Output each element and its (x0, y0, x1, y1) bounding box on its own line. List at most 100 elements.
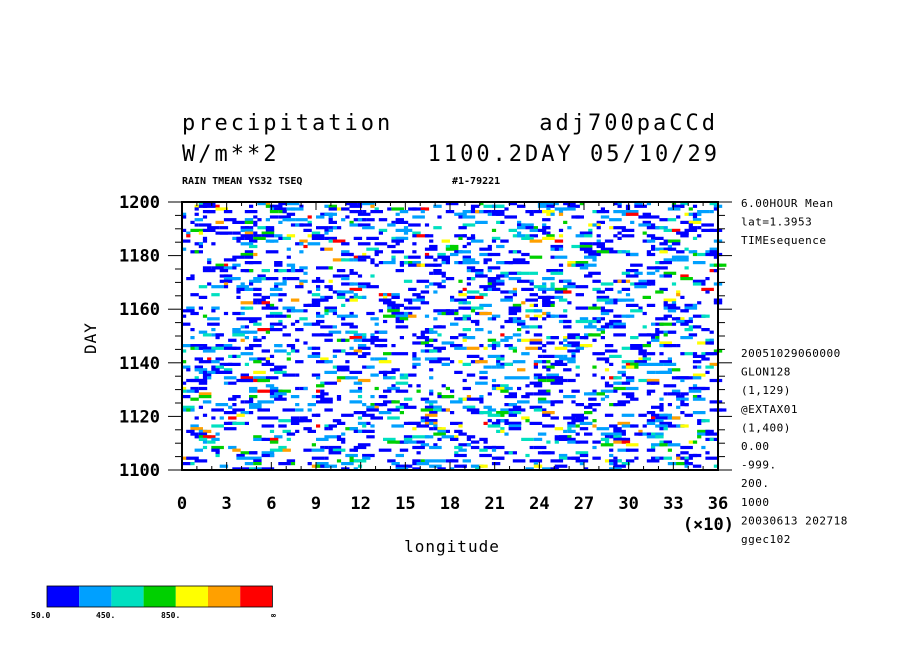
heatmap-cell (621, 250, 626, 254)
heatmap-cell (303, 303, 312, 307)
heatmap-cell (366, 405, 375, 409)
heatmap-cell (424, 435, 434, 439)
heatmap-cell (697, 212, 702, 216)
heatmap-cell (671, 392, 681, 396)
heatmap-cell (529, 381, 543, 385)
heatmap-cell (328, 427, 333, 431)
heatmap-cell (537, 325, 543, 329)
heatmap-cell (630, 309, 643, 313)
heatmap-cell (253, 252, 258, 257)
heatmap-cell (592, 373, 597, 377)
heatmap-cell (211, 445, 224, 450)
heatmap-cell (269, 325, 275, 329)
heatmap-cell (479, 453, 492, 458)
heatmap-cell (433, 258, 438, 262)
heatmap-cell (504, 319, 517, 324)
heatmap-cell (190, 274, 195, 278)
heatmap-cell (286, 212, 296, 216)
heatmap-cell (508, 403, 517, 407)
heatmap-cell (311, 303, 321, 307)
heatmap-cell (575, 403, 584, 407)
heatmap-cell (223, 381, 229, 385)
heatmap-cell (282, 448, 291, 452)
heatmap-cell (542, 303, 551, 307)
heatmap-cell (437, 255, 450, 259)
heatmap-cell (592, 242, 605, 246)
heatmap-cell (705, 432, 718, 436)
heatmap-cell (659, 322, 672, 326)
heatmap-cell (303, 386, 308, 391)
heatmap-cell (466, 397, 471, 401)
heatmap-cell (487, 338, 497, 342)
heatmap-cell (500, 290, 513, 294)
heatmap-cell (387, 440, 400, 444)
heatmap-cell (253, 336, 258, 340)
heatmap-cell (584, 250, 597, 254)
heatmap-cell (450, 344, 463, 348)
heatmap-cell (349, 287, 363, 291)
heatmap-cell (546, 368, 551, 372)
heatmap-cell (299, 419, 312, 423)
heatmap-cell (433, 263, 442, 267)
heatmap-cell (316, 236, 321, 240)
heatmap-cell (336, 376, 350, 380)
heatmap-cell (630, 344, 643, 348)
heatmap-cell (253, 231, 258, 235)
title-right: adj700paCCd (539, 111, 718, 136)
heatmap-cell (563, 395, 576, 399)
heatmap-cell (253, 338, 262, 342)
heatmap-cell (651, 244, 656, 249)
heatmap-cell (575, 306, 589, 310)
heatmap-cell (429, 360, 442, 364)
heatmap-cell (571, 282, 576, 286)
heatmap-cell (240, 311, 245, 316)
side-info-line: 200. (741, 477, 770, 490)
heatmap-cell (202, 435, 216, 439)
heatmap-cell (604, 384, 614, 388)
heatmap-cell (328, 218, 333, 222)
heatmap-cell (470, 309, 476, 313)
colorbar-swatch (47, 586, 80, 607)
heatmap-cell (261, 234, 275, 238)
heatmap-cell (525, 314, 530, 318)
heatmap-cell (249, 261, 262, 265)
heatmap-cell (533, 408, 547, 412)
heatmap-cell (563, 290, 572, 294)
side-info-line: lat=1.3953 (741, 216, 812, 229)
heatmap-cell (546, 311, 551, 316)
heatmap-cell (286, 277, 300, 281)
heatmap-cell (311, 322, 321, 326)
heatmap-cell (299, 239, 308, 243)
heatmap-cell (186, 456, 199, 460)
heatmap-cell (462, 397, 467, 401)
heatmap-cell (269, 311, 283, 316)
heatmap-cell (697, 210, 706, 214)
heatmap-cell (546, 212, 551, 216)
heatmap-cell (240, 338, 245, 342)
heatmap-cell (236, 453, 245, 458)
heatmap-cell (592, 303, 597, 307)
heatmap-cell (470, 239, 484, 243)
heatmap-cell (408, 287, 417, 291)
heatmap-cell (240, 325, 245, 329)
heatmap-cell (336, 269, 346, 273)
heatmap-cell (684, 306, 698, 310)
heatmap-cell (667, 443, 681, 447)
heatmap-cell (517, 261, 530, 265)
heatmap-cell (408, 314, 417, 318)
heatmap-cell (441, 341, 455, 345)
heatmap-cell (198, 360, 212, 364)
heatmap-cell (236, 290, 241, 294)
heatmap-cell (479, 464, 488, 468)
heatmap-cell (253, 236, 266, 240)
heatmap-cell (412, 421, 421, 425)
heatmap-cell (420, 443, 430, 447)
heatmap-cell (483, 204, 497, 208)
heatmap-cell (362, 352, 371, 356)
heatmap-cell (274, 314, 287, 318)
heatmap-cell (198, 395, 212, 399)
heatmap-cell (596, 328, 605, 332)
heatmap-cell (357, 464, 363, 468)
heatmap-cell (609, 354, 622, 358)
heatmap-cell (286, 255, 291, 259)
